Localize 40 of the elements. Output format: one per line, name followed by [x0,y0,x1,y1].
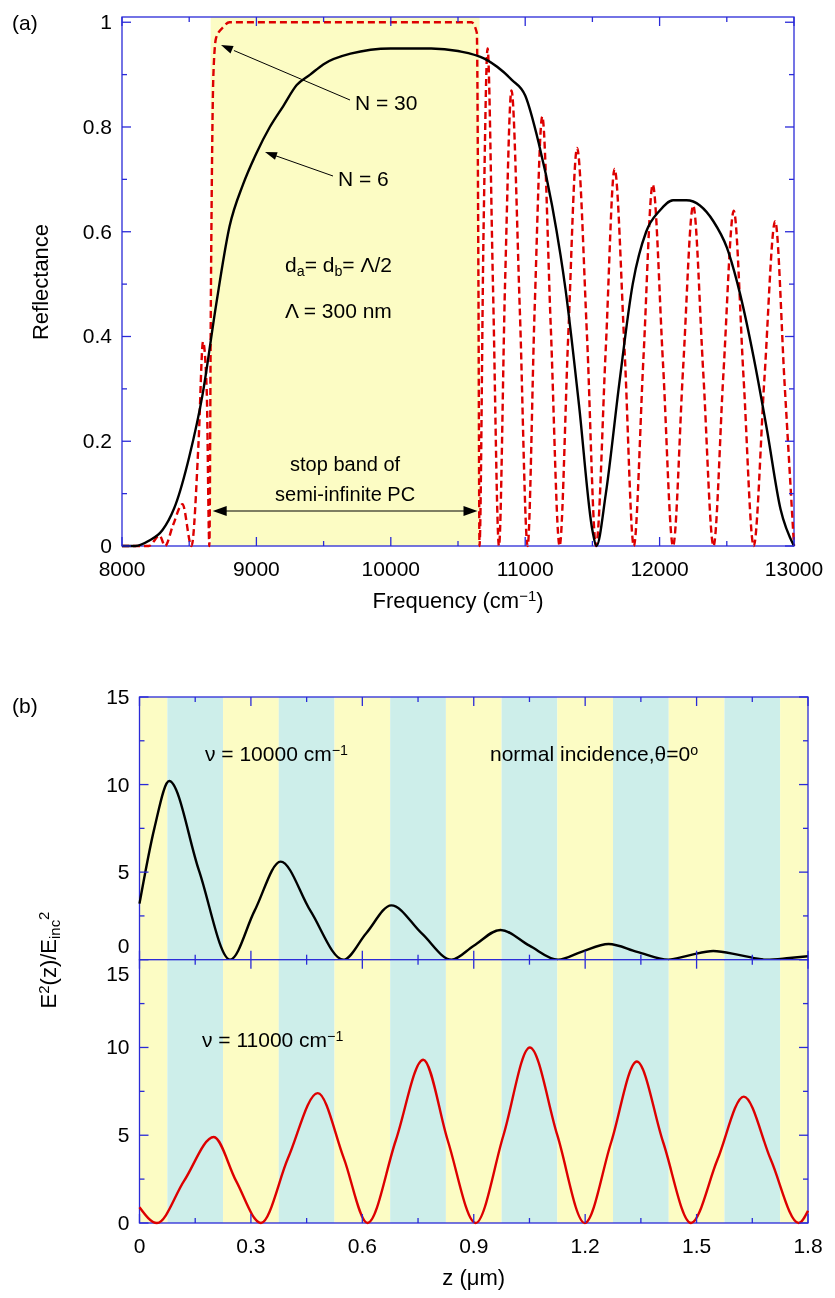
annotation: ν = 11000 cm$^{−1}$ [202,1027,344,1051]
text: (a) [12,11,38,34]
x-tick-label: 10000 [361,557,420,580]
x-tick-label: 12000 [630,557,689,580]
x-tick-label: 1.8 [793,1234,823,1257]
y-tick-label: 0 [117,1211,130,1234]
y-tick-label: 10 [106,1035,130,1059]
x-tick-label: 1.2 [570,1234,600,1257]
annotation: N = 6 [338,167,389,190]
x-tick-label: 13000 [764,557,824,580]
annotation: normal incidence,θ=0$^{o}$ [490,741,699,765]
y-tick-label: 15 [106,685,130,708]
x-tick-label: 11000 [496,557,554,580]
annotation: ν = 10000 cm$^{−1}$ [205,741,348,765]
y-tick-label: 15 [106,961,130,985]
x-tick-label: 1.5 [681,1234,712,1257]
y-tick-label: 0.2 [82,429,112,453]
y-tick-label: 0.8 [82,114,112,138]
y-tick-label: 5 [117,860,130,884]
y-tick-label: 0.4 [82,324,113,348]
x-axis-title: z (μm) [442,1265,506,1290]
y-tick-label: 0 [100,534,112,557]
x-tick-label: 0.3 [236,1234,266,1257]
y-tick-label: 1 [100,10,112,34]
y-axis-title: Reflectance [28,223,53,341]
x-tick-label: 0.9 [459,1234,489,1257]
y-tick-label: 0.6 [82,219,112,243]
y-tick-label: 0 [117,933,130,957]
y-tick-label: 10 [106,772,130,796]
annotation: d$_{a}$= d$_{b}$= Λ/2 [285,253,392,279]
band-label: stop band of semi-infinite PC [275,453,416,505]
x-tick-label: 8000 [98,557,146,580]
x-tick-label: 0.6 [347,1234,377,1257]
x-tick-label: 9000 [233,557,280,580]
annotation: N = 30 [355,91,418,114]
y-tick-label: 5 [117,1123,130,1147]
text: (b) [12,694,38,717]
x-axis-title: Frequency (cm$^{−1}$) [372,587,544,613]
annotation: Λ = 300 nm [285,299,392,322]
x-tick-label: 0 [133,1234,146,1257]
